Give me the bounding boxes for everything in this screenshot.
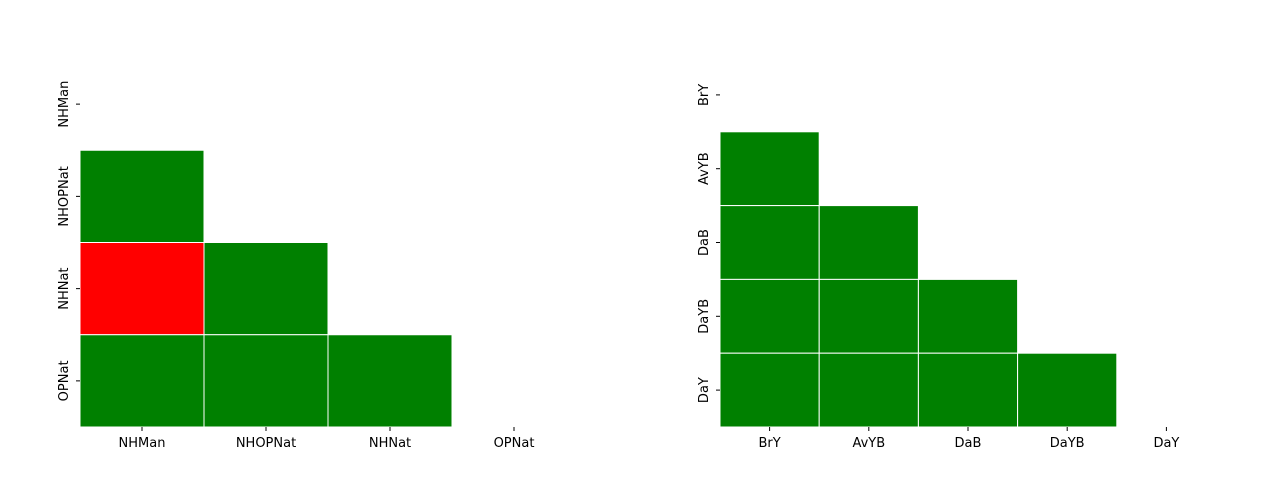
x-tick-label: NHOPNat [236,436,296,451]
heatmap-cell [79,149,205,243]
x-tick-label: DaB [955,436,982,451]
heatmap-cell [327,334,453,428]
heatmap-cell [719,131,820,207]
x-tick-label: AvYB [852,436,885,451]
heatmap-cell [719,278,820,354]
y-tick-label: DaB [697,229,712,256]
x-tick-label: OPNat [494,436,535,451]
y-tick-label: BrY [697,84,712,106]
y-tick-label: NHMan [57,81,72,128]
heatmap-cell [818,278,919,354]
heatmap-cell [719,205,820,280]
heatmap-cell [818,352,919,428]
x-tick-label: BrY [758,436,780,451]
heatmap-cell [1017,352,1118,428]
heatmap-cell [917,278,1019,354]
heatmap-cell [79,242,205,336]
x-tick-label: DaYB [1050,436,1085,451]
y-tick-label: DaYB [697,299,712,334]
y-tick-label: AvYB [697,152,712,185]
y-tick-label: NHOPNat [57,166,72,226]
heatmap-cell [719,352,820,428]
heatmap-cell [203,242,329,336]
heatmap-cell [79,334,205,428]
heatmap-right: BrY AvYB DaB DaYB DaY BrY AvYB DaB DaYB DaY [697,84,1179,451]
x-tick-label: NHMan [119,436,166,451]
heatmap-cell [818,205,919,280]
y-tick-label: NHNat [57,267,72,309]
x-tick-label: DaY [1153,436,1179,451]
y-tick-label: OPNat [57,360,72,401]
y-tick-label: DaY [697,377,712,403]
heatmap-cell [203,334,329,428]
heatmap-left: NHMan NHOPNat NHNat OPNat NHMan NHOPNat NHNat O… [57,81,534,451]
x-tick-label: NHNat [369,436,411,451]
heatmap-cell [917,352,1019,428]
